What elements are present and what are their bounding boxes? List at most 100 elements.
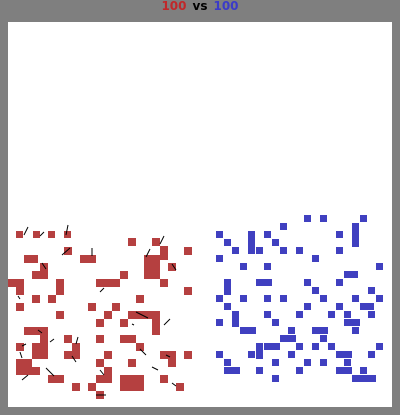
red-unit [168, 263, 176, 271]
red-unit [8, 279, 24, 287]
red-unit-heading [17, 295, 21, 300]
blue-unit [280, 295, 287, 302]
blue-unit [344, 319, 360, 326]
red-unit [160, 351, 176, 359]
blue-unit [312, 343, 319, 350]
blue-unit [224, 359, 231, 366]
blue-unit [312, 327, 328, 334]
blue-unit [216, 255, 223, 262]
red-team-units [8, 224, 192, 399]
red-unit [88, 383, 96, 391]
blue-unit [304, 359, 311, 366]
red-unit-heading [135, 311, 149, 319]
blue-unit [352, 295, 359, 302]
red-unit [16, 343, 24, 351]
red-unit [120, 375, 144, 391]
red-unit [16, 231, 23, 238]
blue-unit [320, 295, 327, 302]
blue-team-score: 100 [213, 0, 239, 13]
blue-unit [224, 279, 231, 295]
blue-unit [280, 223, 287, 230]
red-unit [144, 263, 160, 279]
red-unit [48, 295, 56, 303]
blue-unit [296, 343, 303, 350]
blue-unit [336, 303, 343, 310]
blue-unit [256, 247, 263, 254]
blue-unit [336, 351, 352, 358]
red-unit [24, 327, 32, 335]
red-unit-heading [45, 367, 55, 377]
red-unit [136, 295, 144, 303]
red-unit [64, 351, 72, 359]
red-unit [40, 335, 48, 343]
red-unit-heading [19, 351, 23, 359]
red-unit [88, 303, 96, 311]
blue-unit [248, 231, 255, 254]
blue-unit [264, 311, 271, 318]
blue-unit [256, 343, 263, 359]
blue-unit [304, 303, 311, 310]
red-unit-heading [23, 226, 29, 236]
red-unit-heading [171, 263, 177, 271]
red-unit-heading [159, 235, 165, 245]
blue-unit [368, 311, 375, 318]
score-bar: 100 vs 100 [0, 0, 400, 13]
blue-unit [360, 303, 374, 310]
red-unit [64, 247, 72, 255]
blue-unit [320, 215, 327, 222]
red-unit-heading [139, 348, 147, 356]
red-unit-heading [21, 374, 29, 381]
red-unit [64, 231, 71, 238]
red-unit [160, 279, 168, 287]
blue-unit [296, 367, 303, 374]
red-unit [160, 246, 168, 260]
red-unit-heading [171, 382, 177, 387]
blue-unit [224, 303, 231, 310]
blue-unit [336, 279, 343, 286]
blue-unit [272, 319, 279, 326]
blue-unit [360, 215, 367, 222]
red-unit [120, 319, 128, 327]
red-unit [72, 343, 80, 359]
blue-unit [240, 263, 247, 270]
blue-unit [232, 247, 239, 254]
blue-unit [312, 255, 319, 262]
blue-unit [288, 327, 295, 334]
red-unit [24, 255, 38, 263]
red-unit [32, 271, 48, 279]
blue-unit [224, 367, 240, 374]
red-unit-heading [163, 318, 171, 326]
red-unit-heading [49, 338, 55, 343]
red-unit [64, 335, 72, 343]
blue-unit [368, 287, 375, 294]
red-unit [96, 279, 120, 287]
blue-unit [296, 311, 303, 318]
red-unit [128, 359, 136, 367]
red-unit [16, 367, 40, 375]
red-unit [48, 375, 64, 383]
blue-unit [264, 263, 271, 270]
blue-unit [360, 367, 367, 374]
red-unit-heading [21, 343, 27, 347]
red-unit [184, 287, 192, 295]
battle-arena[interactable] [8, 22, 392, 407]
blue-unit [336, 367, 352, 374]
blue-unit [248, 351, 255, 358]
red-team-score: 100 [161, 0, 187, 13]
blue-unit [216, 351, 223, 358]
red-unit-heading [151, 366, 159, 371]
red-unit [104, 351, 112, 359]
blue-unit [376, 295, 383, 302]
blue-unit [216, 319, 223, 326]
blue-unit [376, 343, 383, 350]
blue-unit [368, 351, 375, 358]
red-unit [40, 263, 48, 271]
blue-team-units [216, 215, 383, 382]
blue-unit [304, 215, 311, 222]
red-unit-heading [131, 323, 135, 326]
blue-unit [304, 279, 311, 286]
red-unit [160, 375, 168, 383]
red-unit [104, 311, 112, 319]
blue-unit [272, 239, 279, 246]
battlefield-canvas [8, 215, 383, 399]
